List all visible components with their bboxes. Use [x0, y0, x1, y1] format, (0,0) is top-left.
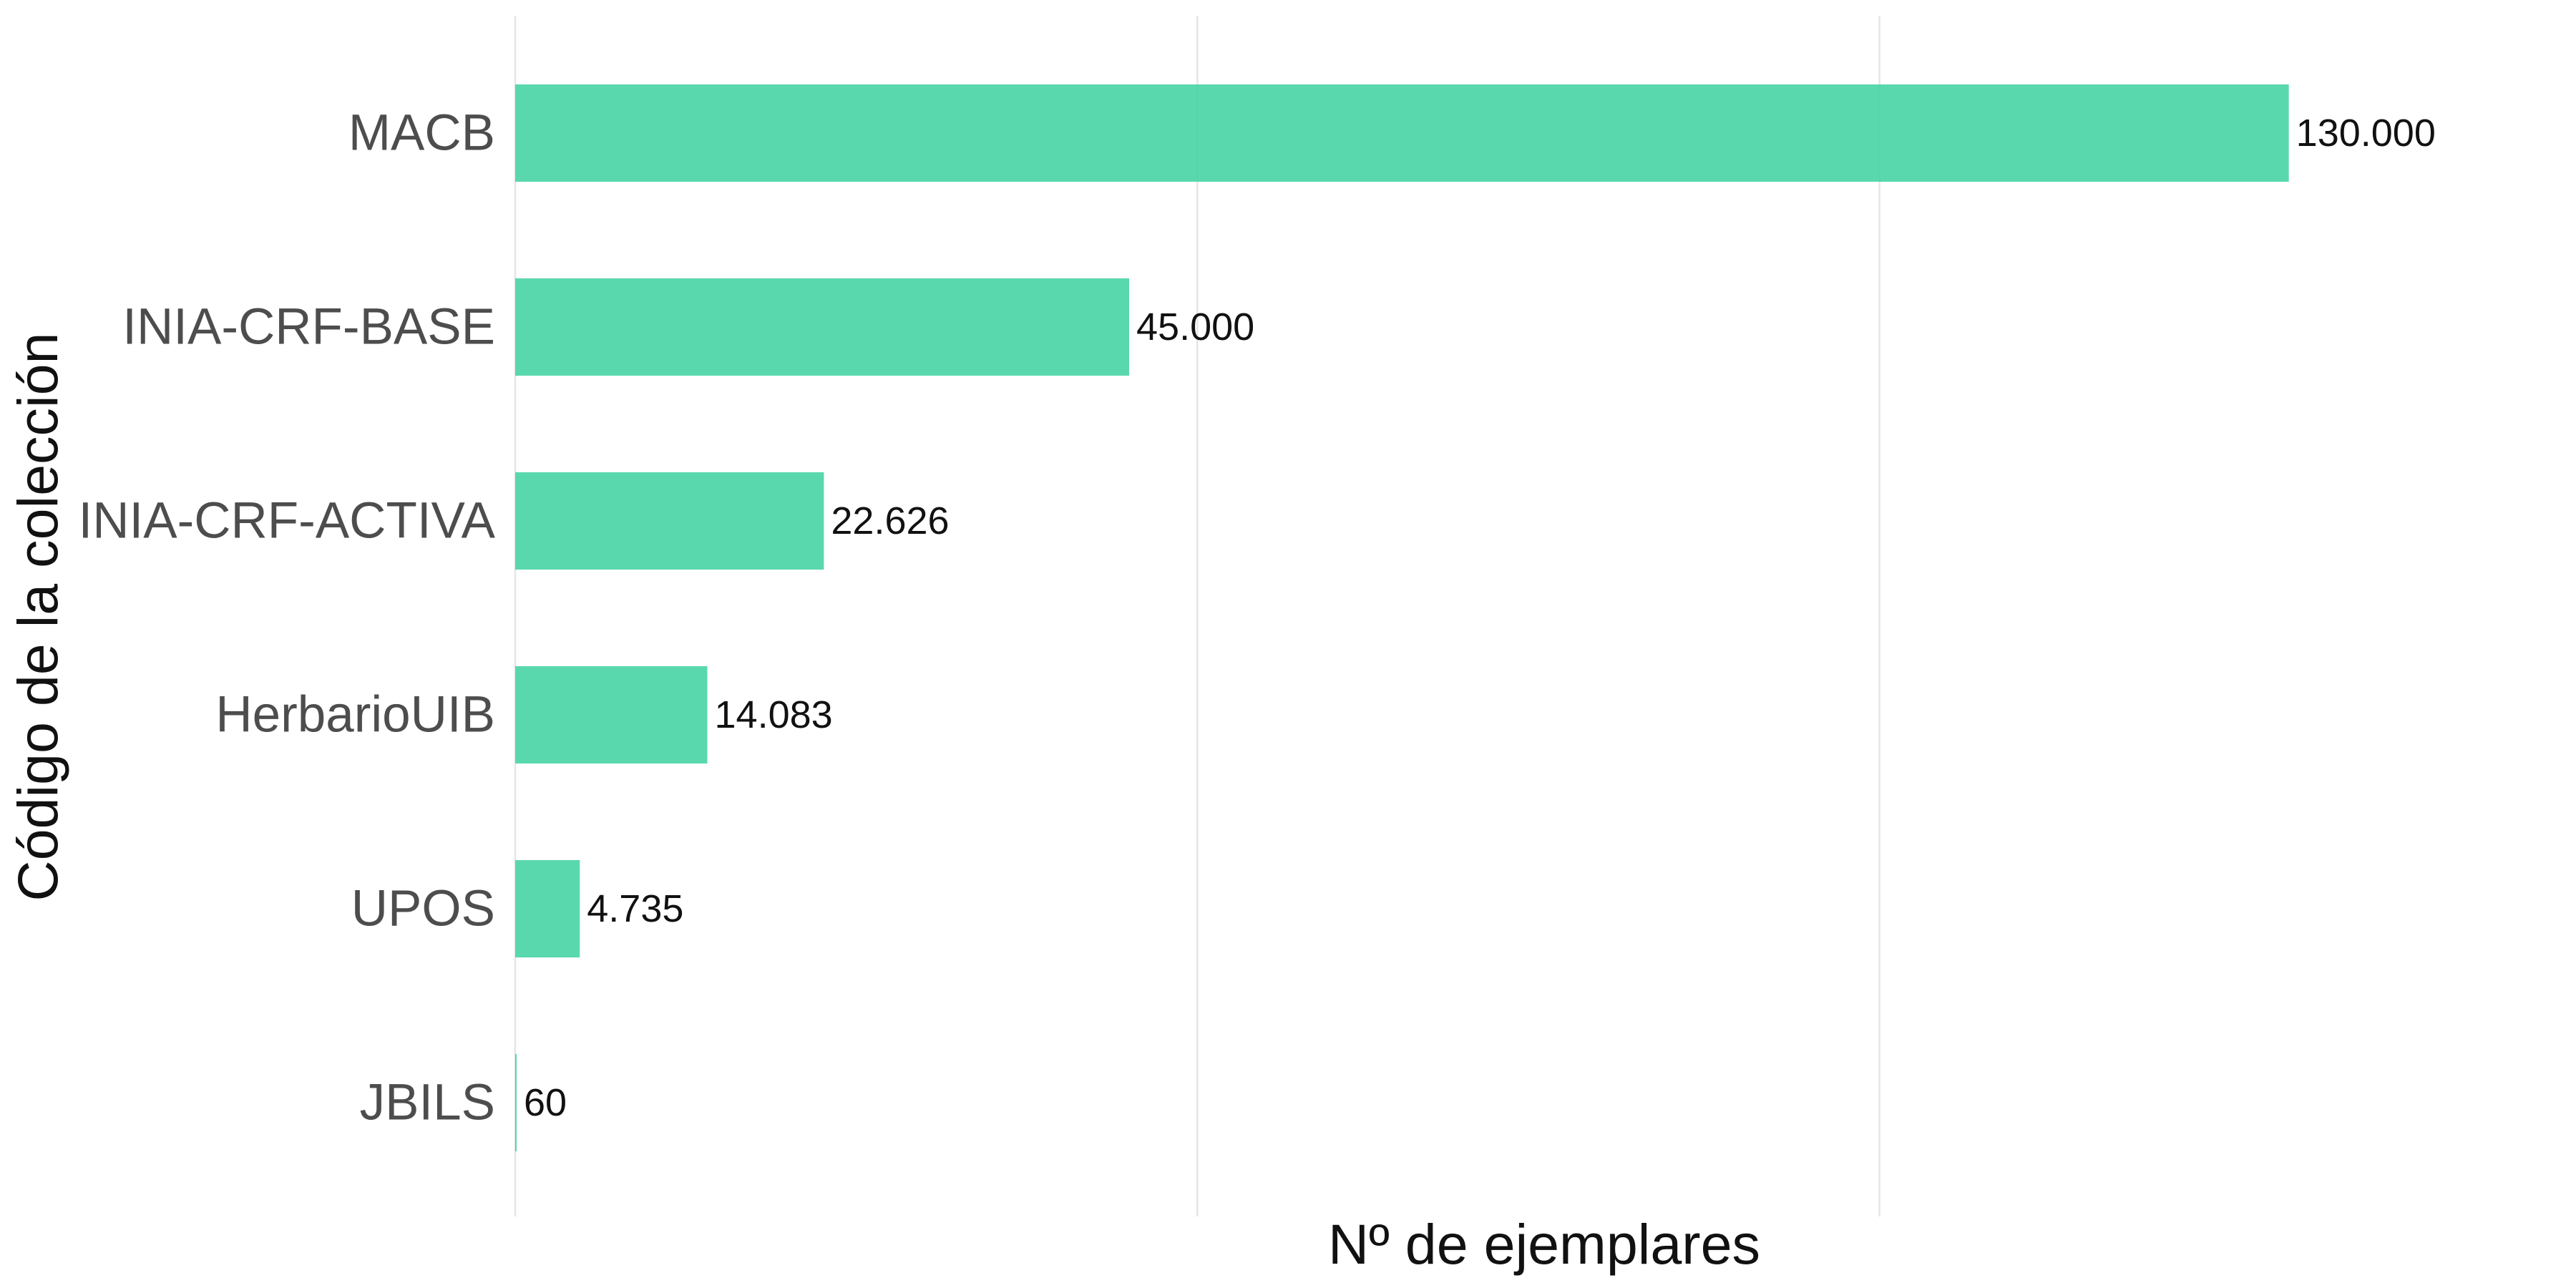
y-tick-label: INIA-CRF-BASE — [122, 299, 495, 356]
label-layer: MACB 130.000 INIA-CRF-BASE 45.000 INIA-CRF-A… — [79, 105, 2436, 1131]
bar — [515, 278, 1129, 376]
bar — [515, 860, 580, 957]
grid-layer — [514, 16, 1880, 1216]
data-label: 22.626 — [831, 499, 949, 542]
data-label: 45.000 — [1136, 306, 1254, 348]
data-label: 60 — [524, 1081, 567, 1124]
data-label: 4.735 — [587, 887, 683, 930]
data-label: 130.000 — [2296, 112, 2436, 155]
y-axis-title: Código de la colección — [6, 333, 69, 902]
bar — [515, 84, 2289, 182]
bar — [515, 472, 824, 570]
bar — [515, 666, 708, 763]
y-tick-label: JBILS — [360, 1075, 495, 1131]
y-tick-label: HerbarioUIB — [215, 687, 495, 743]
y-tick-label: MACB — [348, 105, 495, 162]
bar-layer — [515, 84, 2289, 1151]
bar — [515, 1054, 517, 1151]
data-label: 14.083 — [715, 693, 833, 736]
x-axis-title: Nº de ejemplares — [1328, 1212, 1760, 1276]
y-tick-label: INIA-CRF-ACTIVA — [79, 493, 496, 550]
y-tick-label: UPOS — [351, 881, 495, 937]
